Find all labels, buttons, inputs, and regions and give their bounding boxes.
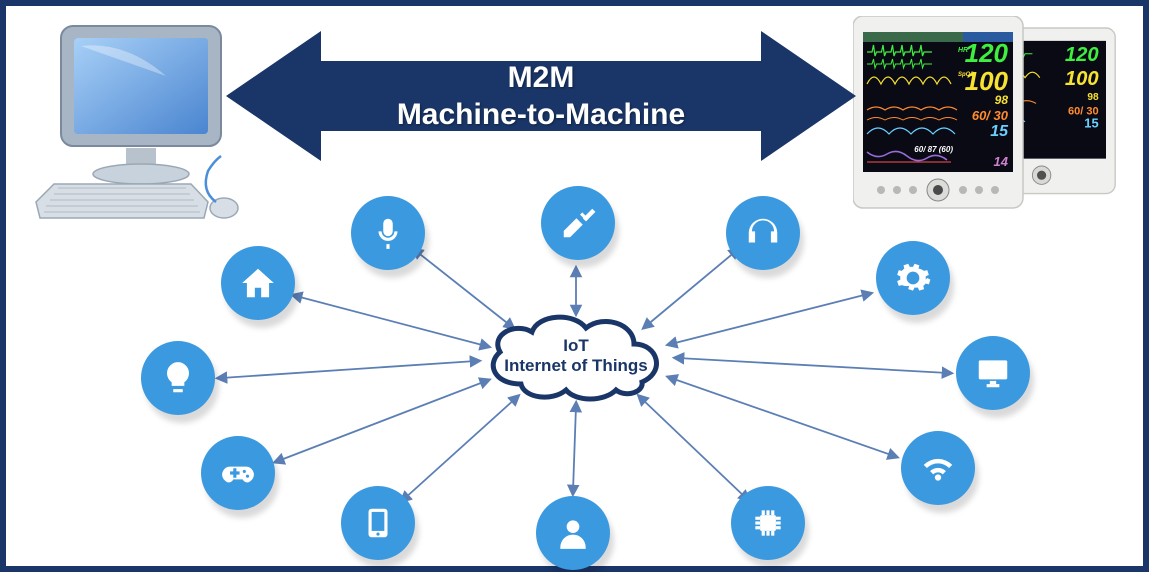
user-icon xyxy=(536,496,610,570)
tools-icon xyxy=(541,186,615,260)
resp-value: 15 xyxy=(990,123,1009,140)
lightbulb-icon xyxy=(141,341,215,415)
monitor-icon xyxy=(956,336,1030,410)
svg-text:60/ 87 (60): 60/ 87 (60) xyxy=(914,145,953,154)
microphone-icon xyxy=(351,196,425,270)
iot-cloud: IoT Internet of Things xyxy=(476,306,676,406)
gamepad-icon xyxy=(201,436,275,510)
spo2-value-back: 100 xyxy=(1065,68,1100,90)
svg-text:98: 98 xyxy=(1087,92,1099,103)
bp-value: 60/ 30 xyxy=(972,108,1009,123)
iot-diagram: IoT Internet of Things xyxy=(6,166,1149,566)
banner-line1: M2M xyxy=(508,61,575,94)
chip-icon xyxy=(731,486,805,560)
headphones-icon xyxy=(726,196,800,270)
hr-value: 120 xyxy=(965,38,1009,68)
wifi-icon xyxy=(901,431,975,505)
m2m-banner: M2M Machine-to-Machine xyxy=(226,26,856,166)
svg-text:98: 98 xyxy=(995,93,1009,107)
cloud-line2: Internet of Things xyxy=(504,356,648,375)
gear-icon xyxy=(876,241,950,315)
banner-line2: Machine-to-Machine xyxy=(397,98,685,131)
home-icon xyxy=(221,246,295,320)
spo2-value: 100 xyxy=(965,66,1009,96)
hr-value-back: 120 xyxy=(1065,44,1100,66)
tablet-icon xyxy=(341,486,415,560)
cloud-line1: IoT xyxy=(563,336,589,355)
svg-text:15: 15 xyxy=(1084,115,1098,130)
